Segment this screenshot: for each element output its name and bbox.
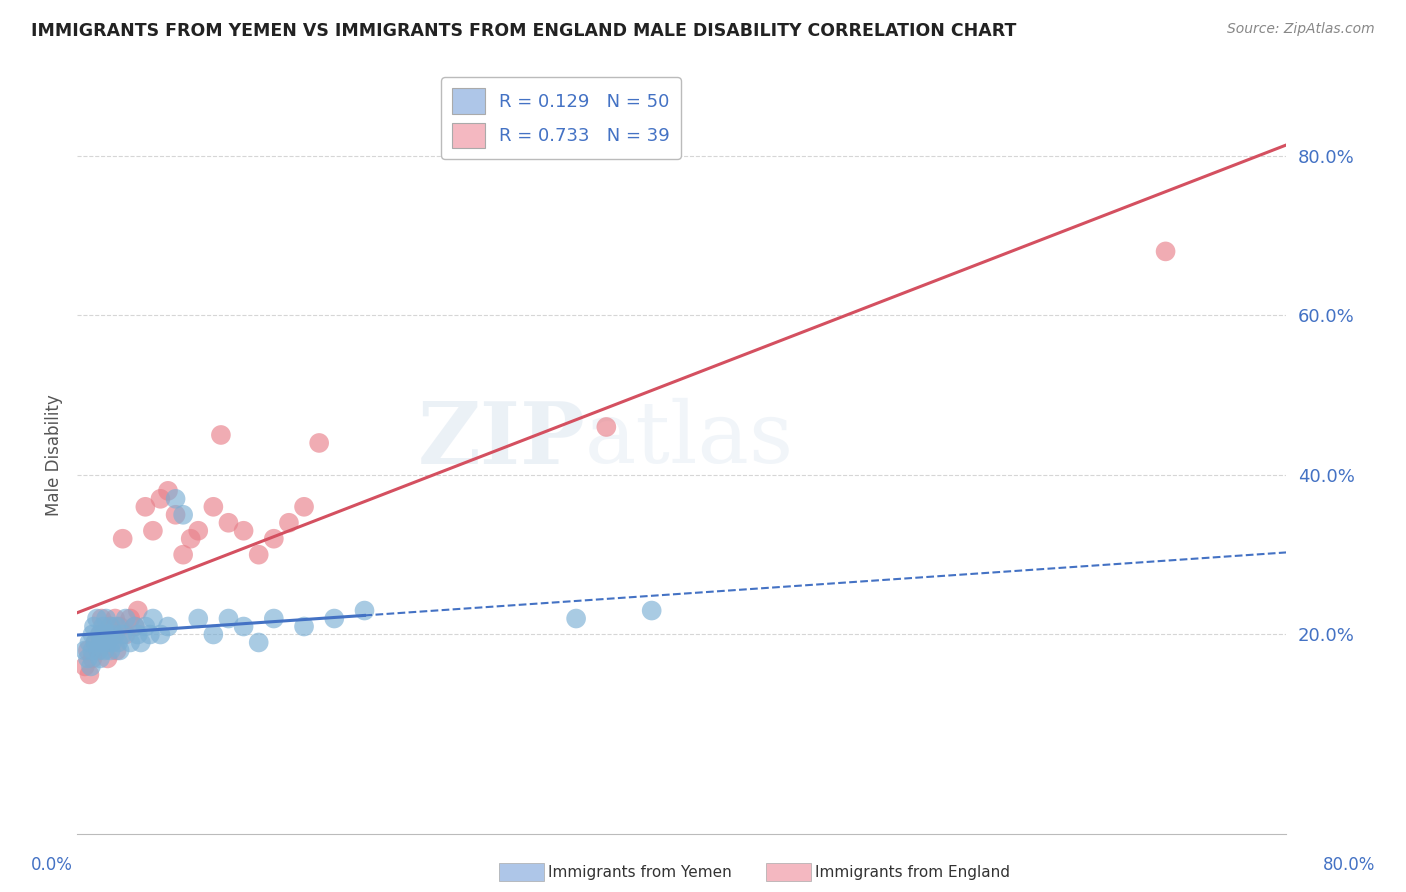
Point	[89, 651, 111, 665]
Point	[218, 516, 240, 530]
Point	[202, 627, 225, 641]
Point	[218, 611, 240, 625]
Point	[93, 635, 115, 649]
Point	[353, 603, 375, 617]
Point	[94, 611, 117, 625]
Point	[114, 627, 136, 641]
Point	[120, 611, 142, 625]
Point	[232, 524, 254, 538]
Point	[80, 659, 103, 673]
Point	[1154, 244, 1177, 259]
Point	[93, 643, 115, 657]
Point	[142, 611, 165, 625]
Point	[292, 619, 315, 633]
Point	[641, 603, 664, 617]
Point	[165, 491, 187, 506]
Text: Immigrants from England: Immigrants from England	[815, 865, 1011, 880]
Point	[111, 532, 134, 546]
Point	[73, 643, 96, 657]
Point	[104, 627, 127, 641]
Point	[79, 667, 101, 681]
Text: Source: ZipAtlas.com: Source: ZipAtlas.com	[1227, 22, 1375, 37]
Point	[187, 524, 209, 538]
Text: ZIP: ZIP	[418, 398, 585, 482]
Point	[108, 643, 131, 657]
Point	[323, 611, 346, 625]
Point	[187, 611, 209, 625]
Point	[232, 619, 254, 633]
Point	[89, 627, 111, 641]
Text: 80.0%: 80.0%	[1323, 856, 1375, 874]
Point	[98, 627, 121, 641]
Point	[157, 619, 180, 633]
Point	[139, 627, 162, 641]
Point	[134, 619, 156, 633]
Point	[89, 627, 111, 641]
Point	[79, 635, 101, 649]
Point	[87, 643, 110, 657]
Point	[129, 635, 152, 649]
Point	[100, 643, 122, 657]
Point	[202, 500, 225, 514]
Point	[77, 651, 100, 665]
Point	[149, 627, 172, 641]
Text: atlas: atlas	[585, 398, 794, 482]
Point	[91, 619, 114, 633]
Point	[127, 603, 149, 617]
Point	[100, 619, 122, 633]
Point	[105, 643, 128, 657]
Point	[124, 619, 146, 633]
Point	[263, 532, 285, 546]
Point	[96, 651, 118, 665]
Point	[263, 611, 285, 625]
Point	[82, 627, 104, 641]
Point	[247, 635, 270, 649]
Point	[111, 627, 134, 641]
Point	[90, 635, 112, 649]
Point	[77, 643, 100, 657]
Point	[104, 611, 127, 625]
Point	[84, 635, 107, 649]
Point	[107, 635, 129, 649]
Point	[565, 611, 588, 625]
Point	[86, 611, 108, 625]
Point	[114, 611, 136, 625]
Point	[105, 619, 128, 633]
Point	[149, 491, 172, 506]
Y-axis label: Male Disability: Male Disability	[45, 394, 63, 516]
Point	[209, 428, 232, 442]
Point	[278, 516, 301, 530]
Text: IMMIGRANTS FROM YEMEN VS IMMIGRANTS FROM ENGLAND MALE DISABILITY CORRELATION CHA: IMMIGRANTS FROM YEMEN VS IMMIGRANTS FROM…	[31, 22, 1017, 40]
Point	[101, 635, 124, 649]
Point	[127, 627, 149, 641]
Point	[108, 619, 131, 633]
Text: Immigrants from Yemen: Immigrants from Yemen	[548, 865, 733, 880]
Point	[180, 532, 202, 546]
Point	[157, 483, 180, 498]
Point	[595, 420, 617, 434]
Point	[172, 548, 194, 562]
Point	[165, 508, 187, 522]
Point	[100, 619, 122, 633]
Point	[124, 619, 146, 633]
Legend: R = 0.129   N = 50, R = 0.733   N = 39: R = 0.129 N = 50, R = 0.733 N = 39	[441, 78, 681, 159]
Point	[292, 500, 315, 514]
Point	[83, 619, 105, 633]
Point	[87, 643, 110, 657]
Point	[90, 611, 112, 625]
Point	[142, 524, 165, 538]
Point	[103, 627, 125, 641]
Point	[120, 635, 142, 649]
Point	[96, 635, 118, 649]
Point	[247, 548, 270, 562]
Point	[82, 651, 104, 665]
Point	[308, 436, 330, 450]
Point	[134, 500, 156, 514]
Point	[73, 659, 96, 673]
Text: 0.0%: 0.0%	[31, 856, 73, 874]
Point	[93, 627, 115, 641]
Point	[84, 635, 107, 649]
Point	[82, 643, 104, 657]
Point	[172, 508, 194, 522]
